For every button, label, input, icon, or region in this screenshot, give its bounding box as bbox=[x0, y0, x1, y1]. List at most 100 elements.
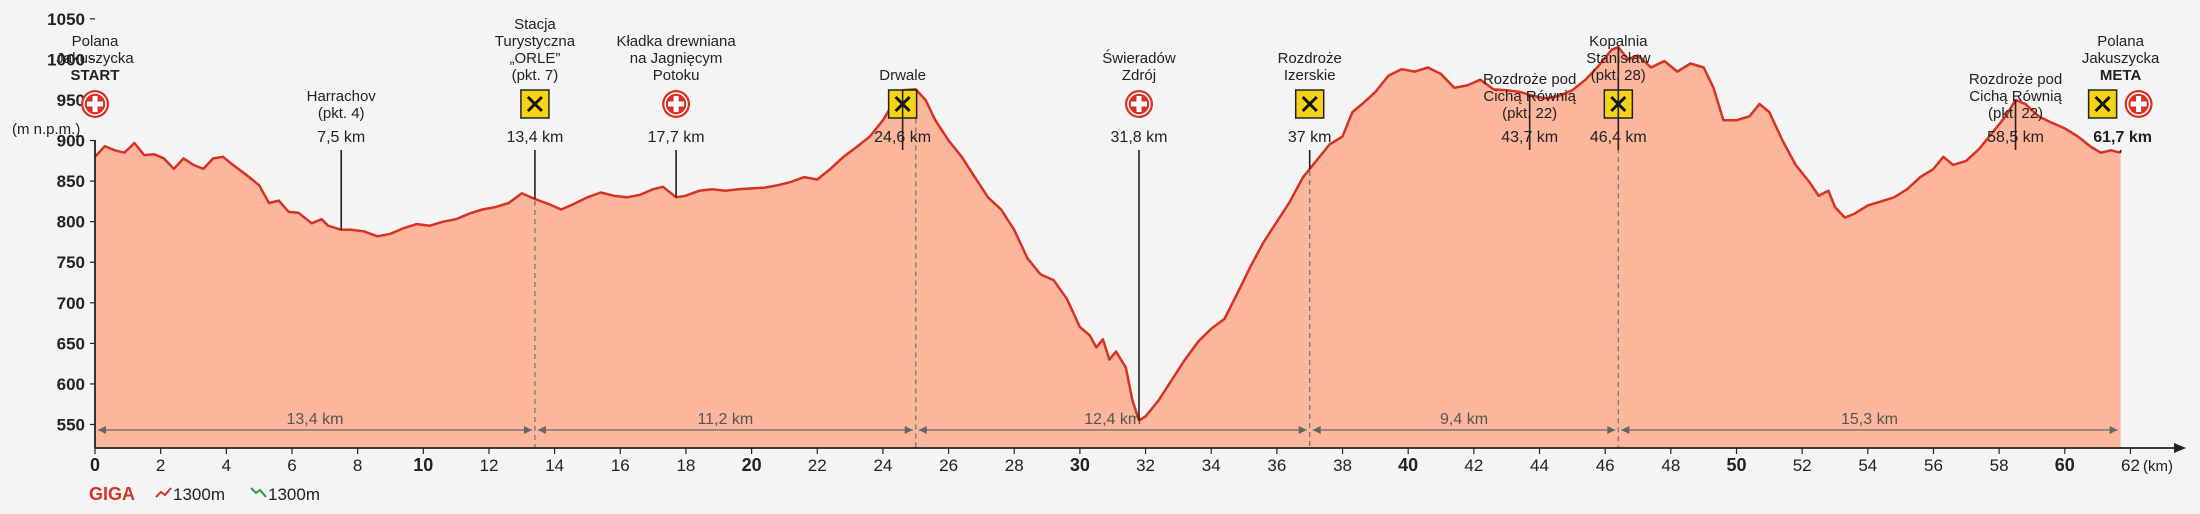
y-tick-label: 650 bbox=[57, 334, 85, 353]
waypoint-distance: 37 km bbox=[1288, 129, 1332, 146]
waypoint-name: Rozdroże bbox=[1278, 50, 1342, 67]
legend-brand: GIGA bbox=[89, 484, 135, 504]
ascent-icon bbox=[155, 487, 172, 498]
segment-arrowhead bbox=[1607, 426, 1616, 434]
waypoint-name: Potoku bbox=[653, 67, 700, 84]
y-tick-label: 850 bbox=[57, 172, 85, 191]
first-aid-marker bbox=[81, 90, 109, 118]
waypoint-name: Świeradów bbox=[1102, 49, 1176, 67]
x-tick-label: 20 bbox=[742, 455, 762, 475]
y-tick-label: 800 bbox=[57, 213, 85, 232]
x-tick-label: 58 bbox=[1990, 456, 2009, 475]
legend-ascent: 1300m bbox=[173, 485, 225, 504]
x-tick-label: 24 bbox=[873, 456, 892, 475]
waypoint-name: Rozdroże pod bbox=[1483, 71, 1576, 88]
segment-label: 9,4 km bbox=[1440, 411, 1488, 428]
profile-area bbox=[95, 47, 2121, 448]
x-tick-label: 14 bbox=[545, 456, 564, 475]
x-tick-label: 36 bbox=[1267, 456, 1286, 475]
waypoint-name: Cichą Równią bbox=[1969, 88, 2062, 105]
segment-label: 12,4 km bbox=[1084, 411, 1141, 428]
segment-arrowhead bbox=[2109, 426, 2118, 434]
waypoint-name: na Jagnięcym bbox=[630, 50, 723, 67]
waypoint-distance: 13,4 km bbox=[506, 129, 563, 146]
waypoint-badge-text: META bbox=[2100, 67, 2142, 84]
x-tick-label: 0 bbox=[90, 455, 100, 475]
x-tick-label: 56 bbox=[1924, 456, 1943, 475]
x-tick-label: 44 bbox=[1530, 456, 1549, 475]
food-station-marker bbox=[2087, 89, 2118, 119]
descent-icon bbox=[250, 487, 267, 498]
waypoint-name: Polana bbox=[2097, 33, 2144, 50]
y-tick-label: 600 bbox=[57, 375, 85, 394]
waypoint-name: Stacja bbox=[514, 16, 556, 33]
x-tick-label: 62 bbox=[2121, 456, 2140, 475]
waypoint-name: Polana bbox=[72, 33, 119, 50]
waypoint-name: (pkt. 4) bbox=[318, 105, 365, 122]
x-tick-label: 8 bbox=[353, 456, 362, 475]
x-tick-label: 38 bbox=[1333, 456, 1352, 475]
legend-descent: 1300m bbox=[268, 485, 320, 504]
x-tick-label: 26 bbox=[939, 456, 958, 475]
segment-arrowhead bbox=[98, 426, 106, 434]
food-station-marker bbox=[1294, 89, 1325, 119]
x-tick-label: 16 bbox=[611, 456, 630, 475]
food-station-marker bbox=[520, 89, 550, 119]
segment-arrowhead bbox=[523, 426, 532, 434]
x-tick-label: 50 bbox=[1726, 455, 1746, 475]
segment-arrowhead bbox=[1312, 426, 1321, 434]
first-aid-marker bbox=[662, 90, 691, 118]
waypoint-distance: 31,8 km bbox=[1111, 129, 1168, 146]
waypoint-distance: 61,7 km bbox=[2093, 129, 2152, 146]
waypoint-name: „ORLE” bbox=[510, 50, 561, 67]
segment-arrowhead bbox=[1298, 426, 1307, 434]
y-axis-unit: (m n.p.m.) bbox=[12, 121, 80, 138]
y-tick-label: 950 bbox=[57, 91, 85, 110]
segment-label: 11,2 km bbox=[697, 411, 753, 428]
x-tick-label: 40 bbox=[1398, 455, 1418, 475]
waypoint-name: Turystyczna bbox=[495, 33, 576, 50]
segment-label: 15,3 km bbox=[1841, 411, 1898, 428]
y-tick-label: 750 bbox=[57, 253, 85, 272]
x-tick-label: 18 bbox=[676, 456, 695, 475]
waypoint-name: Rozdroże pod bbox=[1969, 71, 2062, 88]
x-tick-label: 46 bbox=[1596, 456, 1615, 475]
waypoint-distance: 17,7 km bbox=[648, 129, 705, 146]
x-tick-label: 10 bbox=[413, 455, 433, 475]
first-aid-marker bbox=[1124, 90, 1153, 118]
segment-arrowhead bbox=[904, 426, 913, 434]
waypoint-name: Harrachov bbox=[307, 88, 377, 105]
y-tick-label: 1000 bbox=[47, 50, 85, 69]
waypoint-name: Kładka drewniana bbox=[616, 33, 736, 50]
first-aid-marker bbox=[2124, 90, 2153, 118]
x-tick-label: 12 bbox=[479, 456, 498, 475]
x-axis-arrowhead bbox=[2174, 443, 2186, 453]
segment-label: 13,4 km bbox=[287, 411, 344, 428]
x-tick-label: 30 bbox=[1070, 455, 1090, 475]
waypoint-name: Jakuszycka bbox=[2082, 50, 2160, 67]
x-tick-label: 22 bbox=[808, 456, 827, 475]
waypoint-badge-text: START bbox=[71, 67, 120, 84]
waypoint-name: Drwale bbox=[879, 67, 926, 84]
waypoint-name: Zdrój bbox=[1122, 67, 1156, 84]
waypoint-distance: 7,5 km bbox=[317, 129, 365, 146]
x-tick-label: 60 bbox=[2055, 455, 2075, 475]
x-axis-unit: (km) bbox=[2143, 458, 2173, 475]
y-tick-label: 700 bbox=[57, 294, 85, 313]
waypoint-name: Jakuszycka bbox=[56, 50, 134, 67]
segment-arrowhead bbox=[537, 426, 546, 434]
x-tick-label: 32 bbox=[1136, 456, 1155, 475]
x-tick-label: 4 bbox=[222, 456, 231, 475]
x-tick-label: 54 bbox=[1858, 456, 1877, 475]
x-tick-label: 42 bbox=[1464, 456, 1483, 475]
x-tick-label: 6 bbox=[287, 456, 296, 475]
x-tick-label: 2 bbox=[156, 456, 165, 475]
waypoint-name: Izerskie bbox=[1284, 67, 1336, 84]
profile-line bbox=[94, 45, 2121, 422]
y-tick-label: 900 bbox=[57, 132, 85, 151]
x-tick-label: 34 bbox=[1202, 456, 1221, 475]
segment-arrowhead bbox=[918, 426, 927, 434]
y-tick-label: 550 bbox=[57, 416, 85, 435]
x-tick-label: 52 bbox=[1793, 456, 1812, 475]
